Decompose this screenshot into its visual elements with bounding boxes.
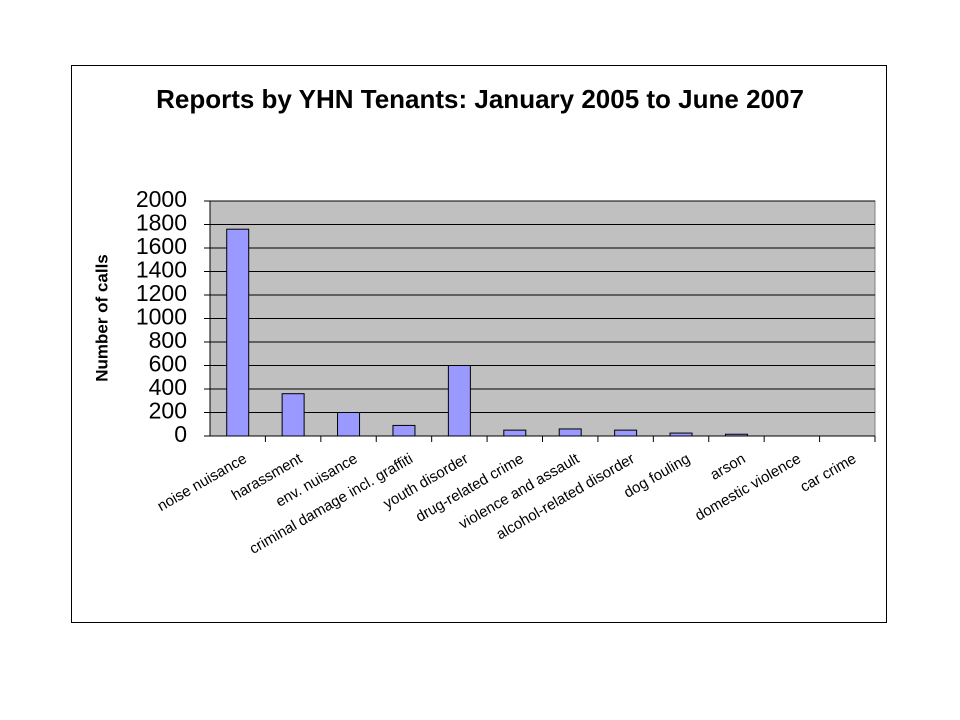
bar	[669, 432, 693, 437]
bar	[281, 393, 305, 437]
bar	[447, 365, 471, 437]
y-tick-label: 1000	[136, 304, 187, 330]
chart-title: Reports by YHN Tenants: January 2005 to …	[156, 84, 804, 114]
bar	[558, 428, 582, 437]
y-tick-label: 800	[149, 327, 187, 353]
y-tick-label: 1800	[136, 210, 187, 236]
bar	[337, 412, 361, 437]
y-tick-label: 0	[174, 421, 187, 447]
bar	[226, 228, 250, 437]
y-tick-label: 400	[149, 374, 187, 400]
bar	[724, 433, 748, 437]
bar	[392, 424, 416, 437]
y-tick-label: 200	[149, 398, 187, 424]
bar	[503, 429, 527, 437]
y-tick-label: 2000	[136, 186, 187, 212]
bar	[614, 429, 638, 437]
y-tick-label: 600	[149, 351, 187, 377]
y-tick-label: 1400	[136, 257, 187, 283]
y-tick-label: 1200	[136, 280, 187, 306]
y-axis-label: Number of calls	[92, 254, 111, 382]
y-tick-label: 1600	[136, 233, 187, 259]
